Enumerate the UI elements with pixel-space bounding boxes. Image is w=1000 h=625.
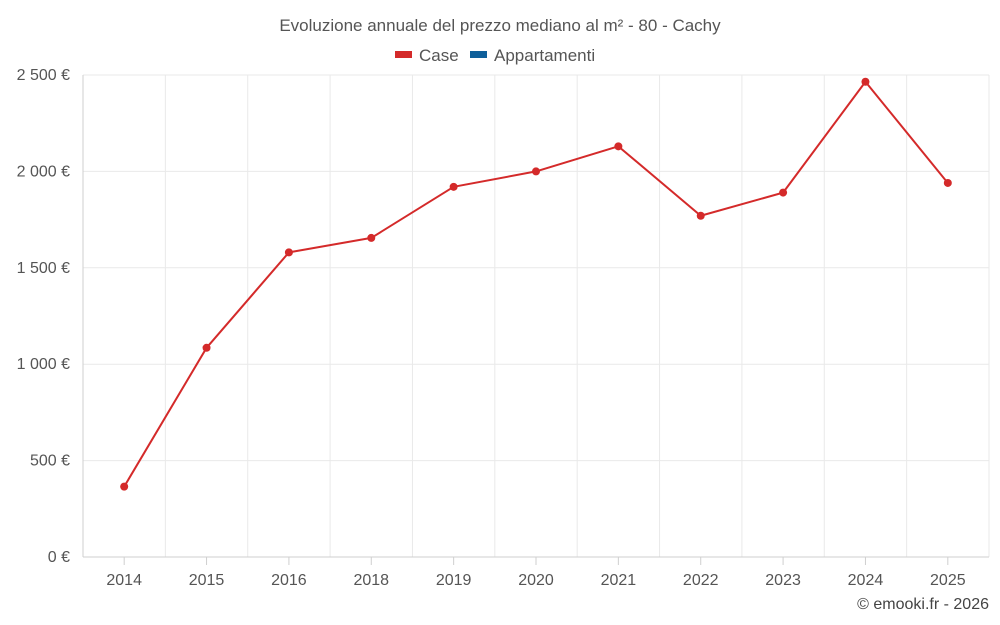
- x-tick-label: 2024: [848, 572, 884, 589]
- series-case: [120, 77, 952, 491]
- x-tick-label: 2016: [271, 572, 307, 589]
- data-point-case-2023[interactable]: [779, 188, 788, 197]
- y-tick-label: 500 €: [30, 453, 70, 470]
- data-point-case-2025[interactable]: [943, 178, 952, 187]
- data-point-case-2024[interactable]: [861, 77, 870, 86]
- x-tick-label: 2018: [353, 572, 389, 589]
- legend[interactable]: Case Appartamenti: [395, 46, 595, 65]
- chart-title: Evoluzione annuale del prezzo mediano al…: [279, 16, 721, 35]
- y-tick-label: 0 €: [48, 549, 70, 566]
- legend-label-case[interactable]: Case: [419, 46, 459, 65]
- x-tick-label: 2022: [683, 572, 719, 589]
- data-point-case-2022[interactable]: [696, 211, 705, 220]
- x-tick-label: 2014: [106, 572, 142, 589]
- data-point-case-2018[interactable]: [367, 233, 376, 242]
- legend-label-appartamenti[interactable]: Appartamenti: [494, 46, 595, 65]
- data-point-case-2020[interactable]: [532, 167, 540, 176]
- data-point-case-2015[interactable]: [202, 343, 211, 352]
- data-point-case-2019[interactable]: [449, 182, 458, 191]
- x-tick-label: 2021: [601, 572, 637, 589]
- credit-text: © emooki.fr - 2026: [857, 596, 989, 613]
- legend-swatch-appartamenti: [470, 51, 487, 58]
- y-tick-label: 2 000 €: [17, 163, 70, 180]
- data-point-case-2014[interactable]: [120, 482, 129, 491]
- y-tick-label: 1 000 €: [17, 356, 70, 373]
- y-tick-labels: 0 € 500 € 1 000 € 1 500 € 2 000 € 2 500 €: [17, 67, 70, 566]
- data-point-case-2021[interactable]: [614, 142, 623, 151]
- y-tick-label: 1 500 €: [17, 260, 70, 277]
- x-tick-label: 2019: [436, 572, 472, 589]
- grid: [82, 74, 990, 557]
- y-tick-label: 2 500 €: [17, 67, 70, 84]
- data-point-case-2016[interactable]: [284, 248, 293, 257]
- x-tick-label: 2025: [930, 572, 966, 589]
- x-tick-label: 2015: [189, 572, 225, 589]
- legend-swatch-case: [395, 51, 412, 58]
- axes: [82, 75, 989, 565]
- x-tick-label: 2023: [765, 572, 801, 589]
- x-tick-labels: 2014 2015 2016 2018 2019 2020 2021 2022 2023 2024…: [106, 572, 965, 589]
- x-tick-label: 2020: [518, 572, 554, 589]
